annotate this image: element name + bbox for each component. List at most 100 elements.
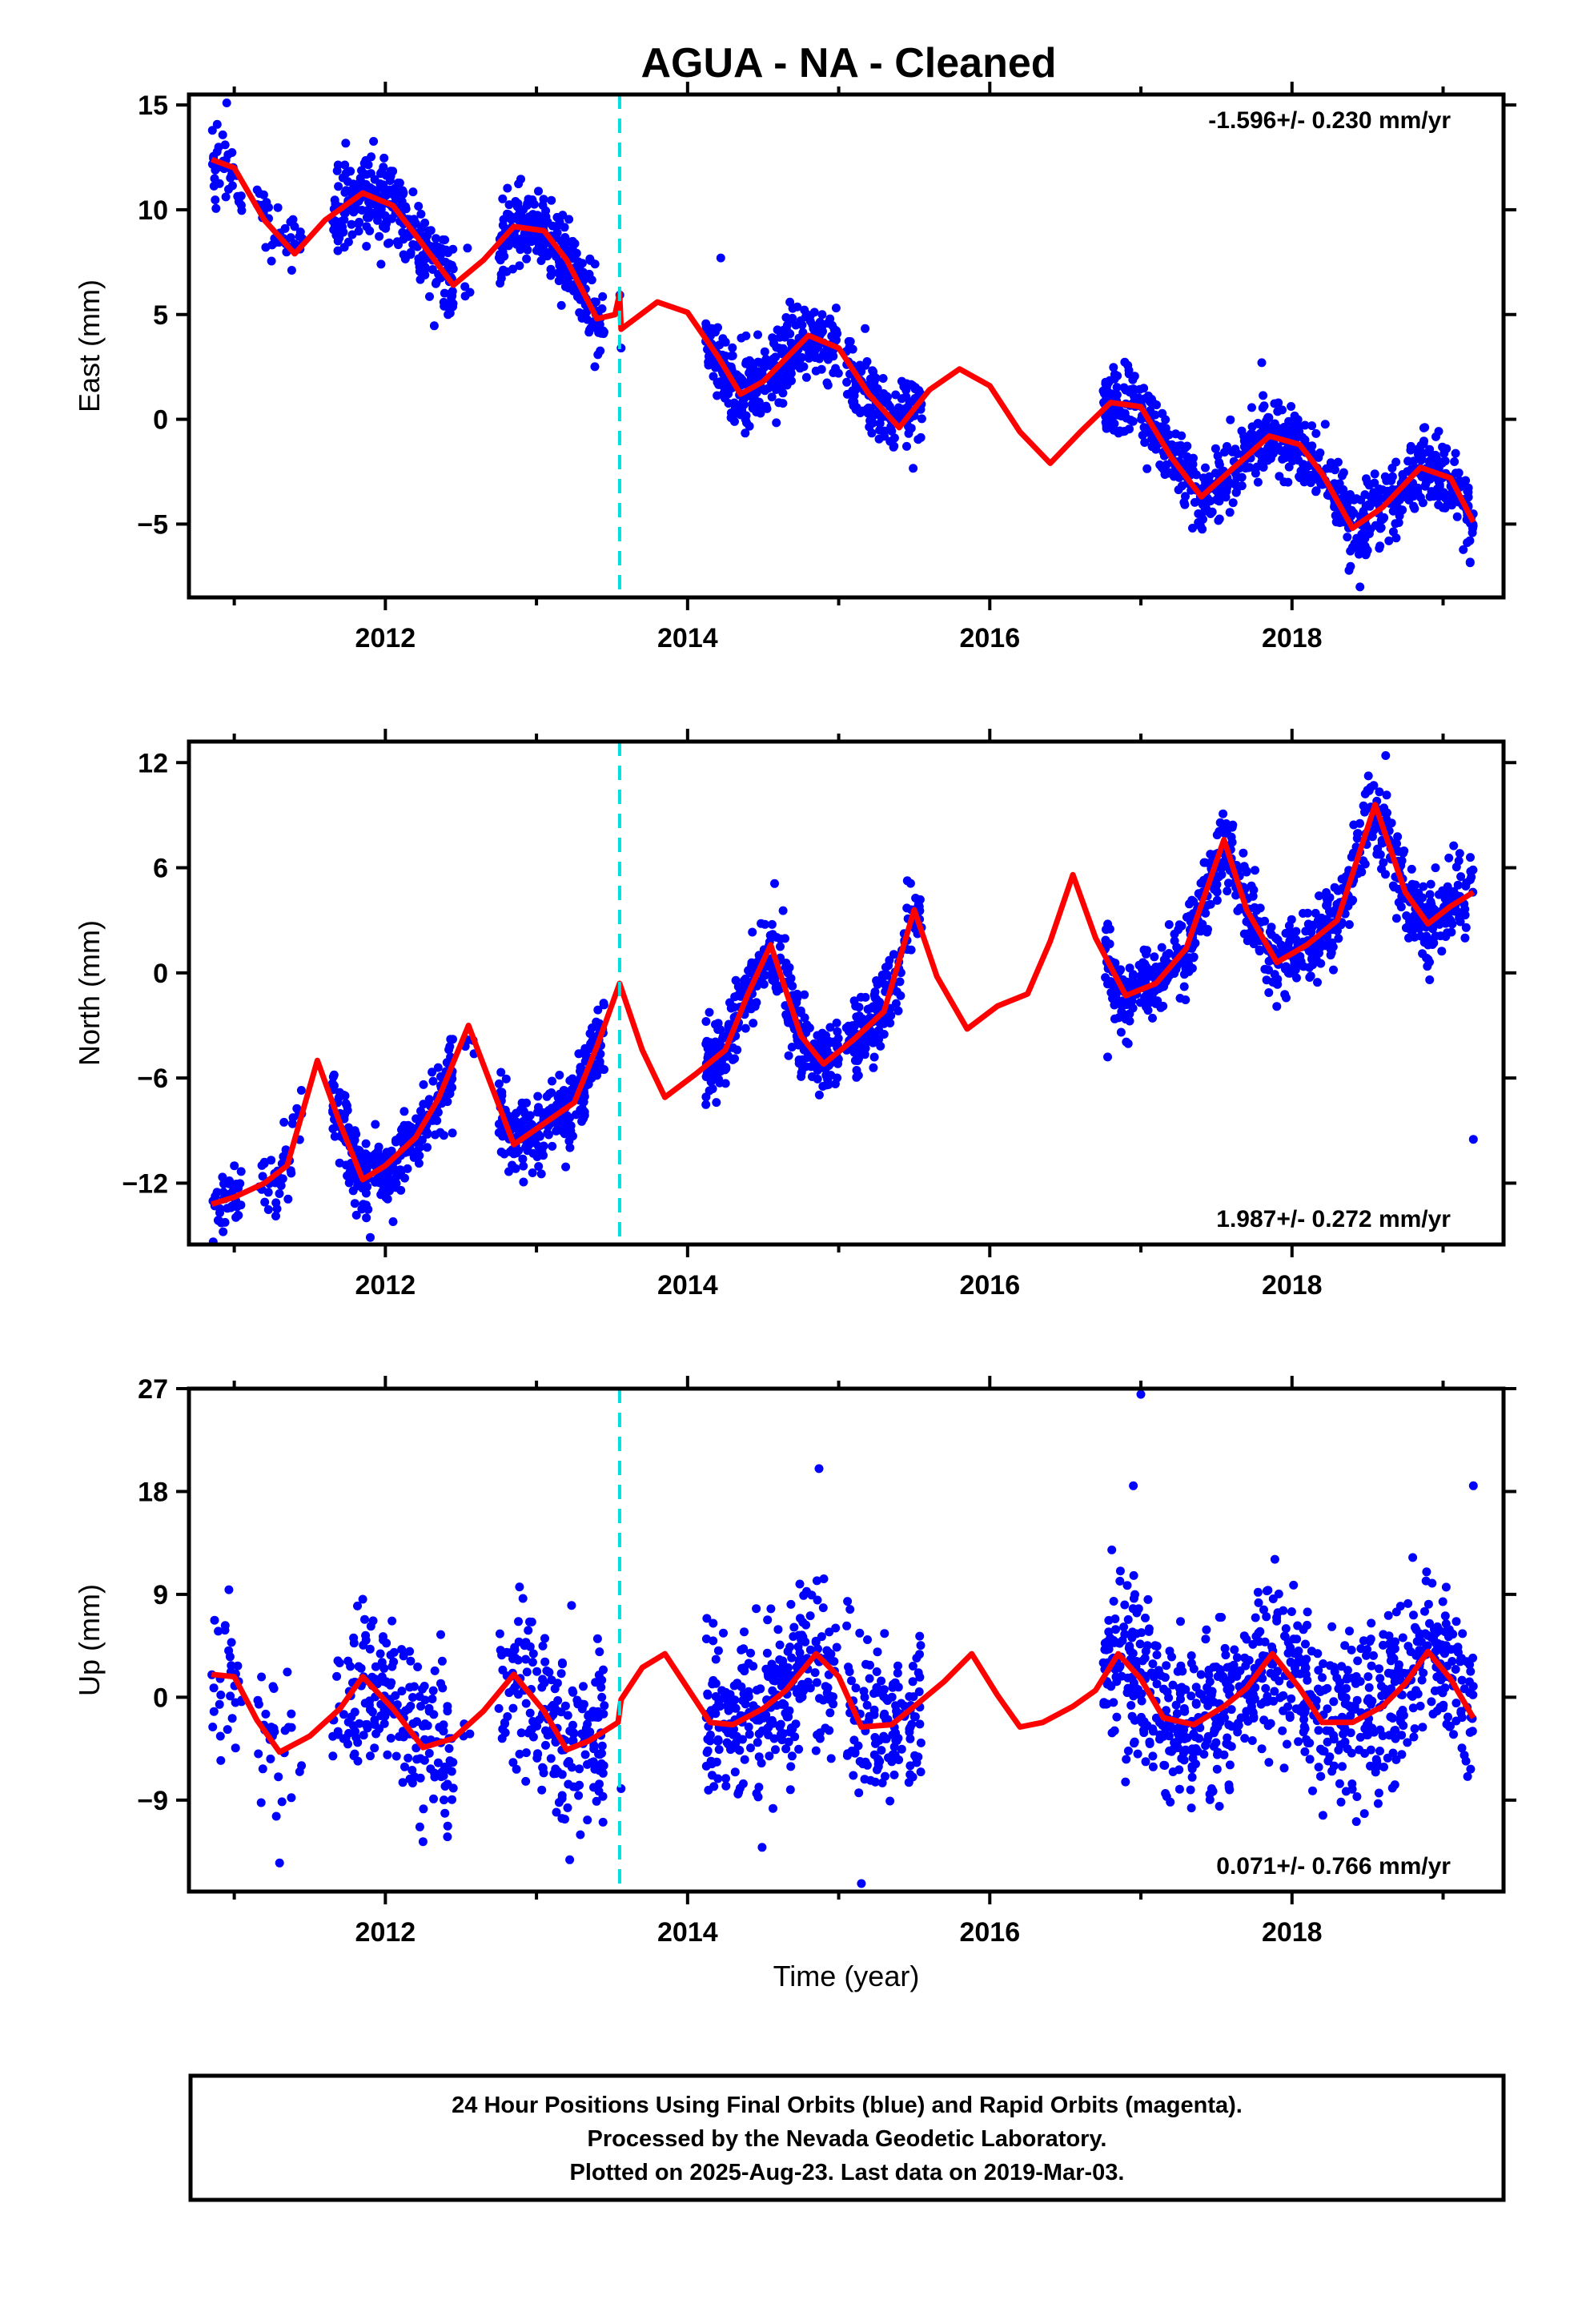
data-point <box>842 377 852 387</box>
data-point <box>405 1123 415 1132</box>
data-point <box>737 398 747 408</box>
data-point <box>584 269 594 279</box>
data-point <box>775 332 785 342</box>
data-point <box>1400 489 1409 498</box>
data-point <box>832 336 841 345</box>
data-point <box>569 1729 578 1739</box>
data-point <box>1419 423 1428 432</box>
data-point <box>770 977 780 987</box>
data-point <box>831 1623 841 1633</box>
data-point <box>588 1757 598 1767</box>
data-point <box>771 1745 780 1755</box>
data-point <box>379 163 388 172</box>
data-point <box>236 191 246 201</box>
data-point <box>1151 963 1161 971</box>
data-point <box>813 1066 822 1075</box>
data-point <box>588 1023 596 1032</box>
data-point <box>795 1579 805 1589</box>
x-tick-label: 2014 <box>657 623 718 653</box>
data-point <box>552 1679 562 1688</box>
y-tick-label: −12 <box>122 1168 168 1199</box>
data-point <box>1142 428 1152 437</box>
data-point <box>1444 853 1454 862</box>
x-tick-label: 2012 <box>355 1270 416 1301</box>
data-point <box>519 205 528 215</box>
data-point <box>287 1709 296 1719</box>
data-point <box>528 1649 538 1659</box>
data-point <box>532 1667 542 1676</box>
data-point <box>564 1779 573 1789</box>
data-point <box>1377 838 1387 848</box>
data-point <box>781 374 790 384</box>
data-point <box>851 1001 861 1011</box>
data-point <box>425 292 434 301</box>
data-point <box>1123 360 1133 370</box>
data-point <box>1384 536 1394 545</box>
data-point <box>421 234 431 243</box>
data-point <box>1415 921 1424 931</box>
data-point <box>371 1120 380 1129</box>
data-point <box>538 1763 548 1772</box>
data-point <box>384 238 394 247</box>
data-point <box>915 1719 925 1729</box>
data-point <box>1118 996 1127 1006</box>
data-point <box>259 1157 269 1167</box>
data-point <box>1287 416 1296 426</box>
data-point <box>595 1647 604 1657</box>
data-point <box>1154 983 1164 993</box>
data-point <box>392 237 402 247</box>
data-point <box>1189 952 1199 962</box>
data-point <box>753 1738 762 1747</box>
data-point <box>893 1668 902 1678</box>
data-point <box>773 1625 783 1634</box>
data-point <box>1239 848 1248 858</box>
data-point <box>262 198 271 207</box>
data-point <box>350 1707 359 1717</box>
data-point <box>1350 539 1359 549</box>
data-point <box>721 1694 731 1703</box>
data-point <box>511 198 520 207</box>
data-point <box>776 934 785 943</box>
data-point <box>409 1152 419 1162</box>
data-point <box>797 1055 807 1064</box>
data-point <box>1387 476 1396 485</box>
data-point <box>709 1618 718 1628</box>
data-point <box>784 1051 793 1060</box>
data-point <box>1146 398 1156 408</box>
data-point <box>849 401 858 411</box>
data-point <box>428 1695 437 1703</box>
data-point <box>1273 935 1283 945</box>
data-point <box>1140 438 1150 447</box>
data-point <box>701 1761 711 1771</box>
data-point <box>876 1041 885 1051</box>
data-point <box>1344 920 1354 929</box>
data-point <box>1199 473 1208 483</box>
data-point <box>776 942 785 951</box>
y-tick-label: 10 <box>138 195 168 226</box>
data-point <box>713 391 722 400</box>
data-point <box>704 352 713 361</box>
plot-frame <box>187 739 1506 1247</box>
data-point <box>361 1139 371 1148</box>
data-point <box>258 1764 267 1774</box>
data-point <box>276 1181 286 1190</box>
data-point <box>800 1013 809 1023</box>
data-point <box>503 211 512 220</box>
data-point <box>1394 518 1403 528</box>
data-point <box>909 1712 919 1722</box>
data-point <box>778 1672 788 1682</box>
data-point <box>287 1793 296 1803</box>
data-point <box>428 1068 437 1077</box>
data-point <box>724 1706 733 1715</box>
data-point <box>525 1708 535 1718</box>
data-point <box>1313 978 1322 987</box>
data-point <box>419 1804 428 1814</box>
data-point <box>347 219 356 229</box>
plot-frame <box>187 92 1506 600</box>
data-point <box>890 1751 900 1759</box>
data-point <box>783 968 793 978</box>
data-point <box>851 1683 861 1693</box>
data-point <box>1423 955 1433 964</box>
data-point <box>1288 456 1298 465</box>
